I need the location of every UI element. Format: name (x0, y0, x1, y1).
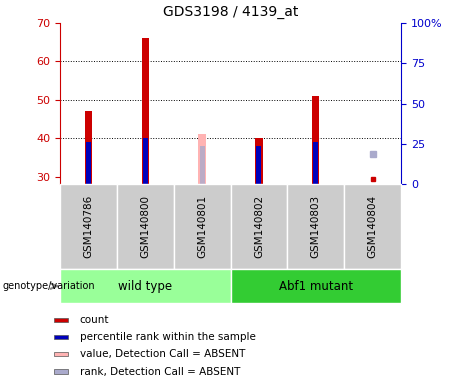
Bar (142, 38, 149, 184)
Bar (54, 335, 68, 339)
Text: percentile rank within the sample: percentile rank within the sample (80, 332, 256, 342)
Bar (230, 269, 401, 303)
Bar (86, 142, 91, 184)
Bar (313, 142, 319, 184)
Bar (85, 111, 92, 184)
Bar (287, 184, 344, 269)
Title: GDS3198 / 4139_at: GDS3198 / 4139_at (163, 5, 298, 19)
Text: count: count (80, 314, 109, 325)
Bar (230, 184, 287, 269)
Bar (54, 318, 68, 322)
Bar (60, 269, 230, 303)
Bar (142, 138, 148, 184)
Bar (255, 138, 263, 184)
Text: GSM140804: GSM140804 (367, 195, 378, 258)
Bar (117, 184, 174, 269)
Bar (54, 369, 68, 374)
Bar (174, 184, 230, 269)
Text: rank, Detection Call = ABSENT: rank, Detection Call = ABSENT (80, 366, 240, 377)
Bar (200, 146, 205, 184)
Text: wild type: wild type (118, 280, 172, 293)
Text: GSM140803: GSM140803 (311, 195, 321, 258)
Bar (312, 96, 319, 184)
Text: GSM140801: GSM140801 (197, 195, 207, 258)
Bar (198, 134, 206, 184)
Text: GSM140786: GSM140786 (83, 195, 94, 258)
Text: value, Detection Call = ABSENT: value, Detection Call = ABSENT (80, 349, 245, 359)
Text: Abf1 mutant: Abf1 mutant (279, 280, 353, 293)
Bar (256, 146, 261, 184)
Text: GSM140802: GSM140802 (254, 195, 264, 258)
Bar (60, 184, 117, 269)
Text: genotype/variation: genotype/variation (2, 281, 95, 291)
Bar (344, 184, 401, 269)
Bar (54, 352, 68, 356)
Text: GSM140800: GSM140800 (140, 195, 150, 258)
